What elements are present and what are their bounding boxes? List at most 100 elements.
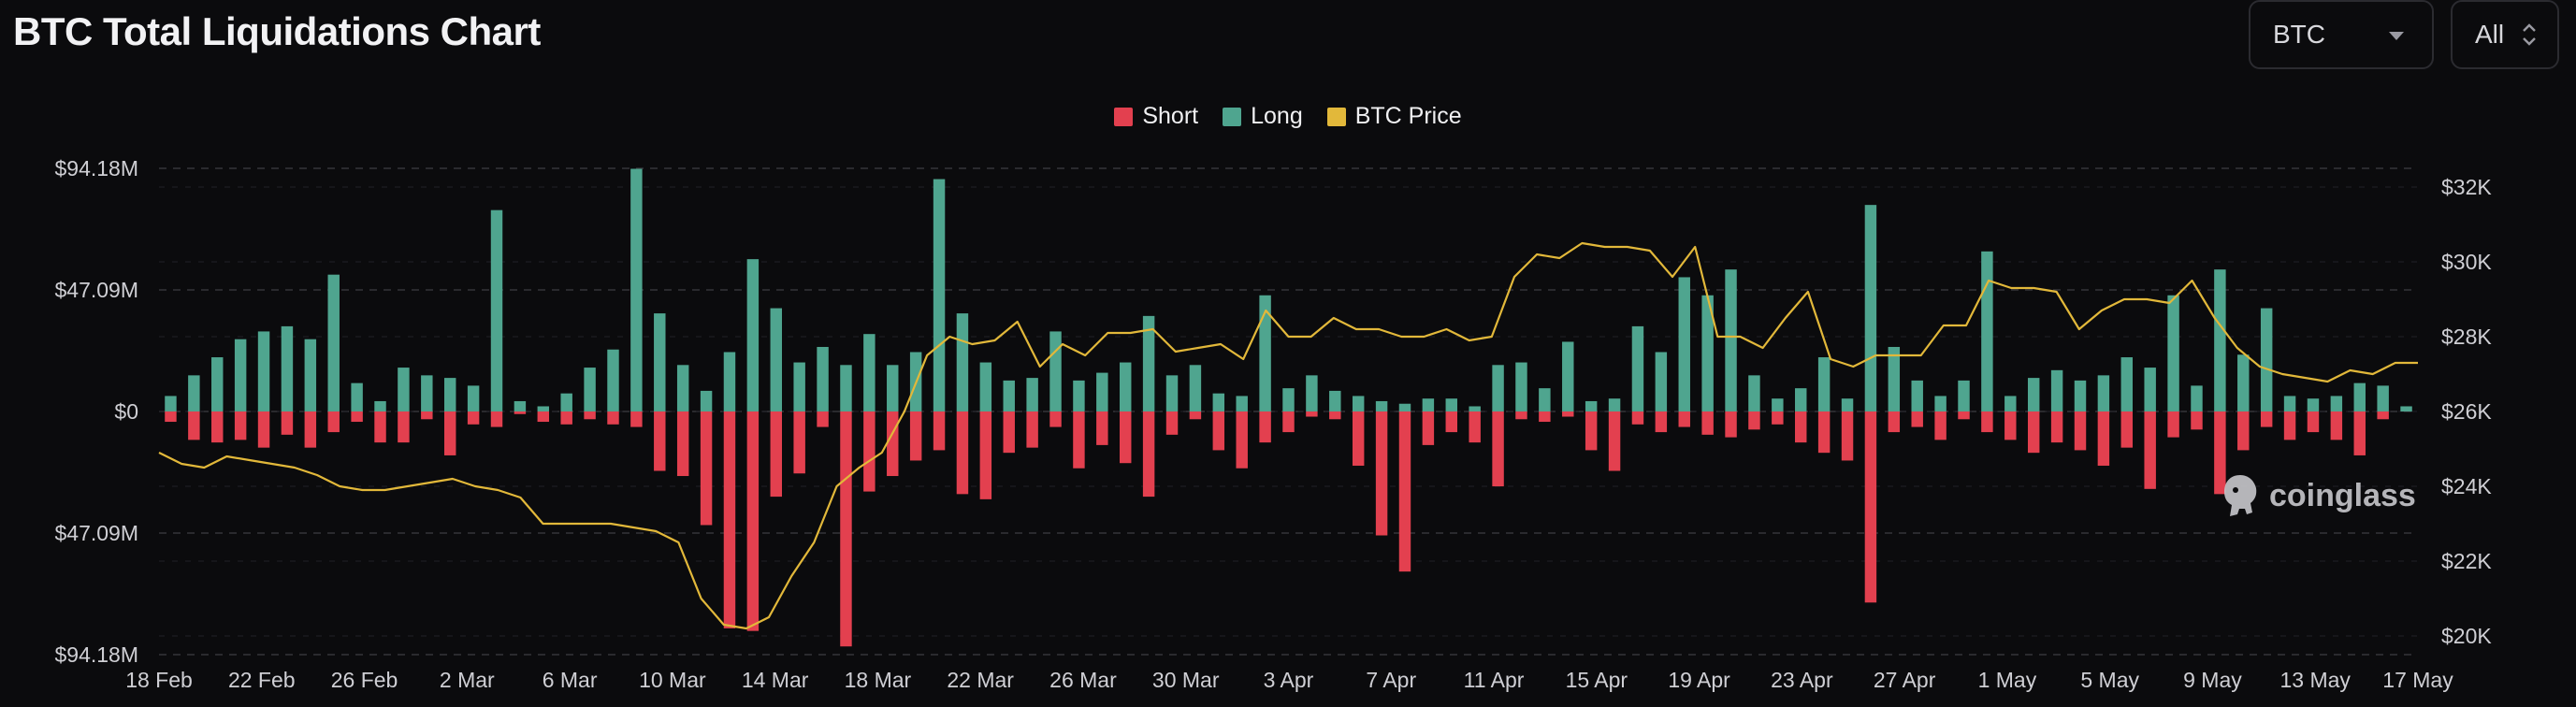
long-bar (1375, 400, 1388, 411)
long-bar (257, 331, 270, 411)
long-bar (490, 209, 503, 411)
long-bar (1725, 269, 1737, 411)
long-bar (1772, 398, 1784, 411)
long-bar (2120, 357, 2134, 411)
long-bar (514, 400, 527, 411)
x-tick-label: 18 Feb (125, 668, 193, 692)
short-bar (956, 411, 969, 495)
x-tick-label: 13 May (2280, 668, 2352, 692)
long-bar (1165, 375, 1179, 411)
legend-price-label: BTC Price (1354, 103, 1462, 129)
legend-btc-price[interactable]: BTC Price (1326, 103, 1462, 130)
range-select[interactable]: All (2451, 0, 2559, 69)
x-tick-label: 9 May (2183, 668, 2242, 692)
long-bar (1911, 380, 1923, 411)
long-bar (584, 368, 596, 411)
long-bar (443, 378, 456, 411)
long-bar (1049, 331, 1062, 411)
long-bar (1678, 277, 1690, 411)
short-bar (1841, 411, 1854, 461)
legend-price-swatch (1326, 107, 1346, 126)
long-bar (1445, 398, 1458, 411)
short-bar (1049, 411, 1062, 427)
legend-short[interactable]: Short (1114, 103, 1198, 130)
short-bar (746, 411, 760, 631)
short-bar (304, 411, 317, 448)
short-bar (2283, 411, 2296, 440)
short-bar (490, 411, 503, 427)
long-bar (1329, 390, 1341, 411)
x-tick-label: 2 Mar (440, 668, 495, 692)
long-bar (1259, 295, 1271, 411)
short-bar (1958, 411, 1970, 420)
long-bar (654, 313, 666, 411)
short-bar (1422, 411, 1435, 445)
long-bar (560, 393, 572, 411)
short-bar (1911, 411, 1923, 427)
long-bar (1585, 400, 1598, 411)
coin-select[interactable]: BTC (2249, 0, 2434, 69)
long-bar (2097, 375, 2110, 411)
long-bar (1817, 357, 1831, 411)
long-bar (165, 396, 177, 411)
short-bar (584, 411, 596, 420)
x-tick-label: 22 Feb (228, 668, 296, 692)
btc-price-line (158, 241, 2418, 630)
short-bar (770, 411, 782, 498)
legend-short-label: Short (1142, 103, 1199, 129)
short-bar (1817, 411, 1831, 454)
long-bar (2214, 269, 2226, 411)
long-bar (2167, 295, 2179, 411)
short-bar (1026, 411, 1038, 448)
short-bar (1934, 411, 1946, 440)
long-bar (933, 179, 946, 411)
long-bar (1934, 396, 1946, 411)
short-bar (817, 411, 829, 427)
short-bar (2144, 411, 2156, 489)
chart-legend: Short Long BTC Price (0, 103, 2576, 130)
y-right-tick-label: $32K (2441, 175, 2492, 199)
long-bar (723, 352, 736, 411)
short-bar (1515, 411, 1527, 420)
long-bar (2074, 380, 2087, 411)
short-bar (2097, 411, 2110, 466)
long-bar (1539, 388, 1551, 411)
short-bar (1469, 411, 1481, 443)
short-bar (933, 411, 946, 451)
short-bar (2050, 411, 2063, 443)
long-bar (537, 406, 550, 411)
long-bar (2377, 385, 2389, 411)
short-bar (607, 411, 619, 425)
long-bar (1026, 378, 1038, 411)
short-bar (2191, 411, 2203, 430)
short-bar (793, 411, 805, 474)
coin-select-value: BTC (2273, 20, 2325, 49)
long-bar (1958, 380, 1970, 411)
short-bar (1445, 411, 1458, 433)
long-bar (1841, 398, 1854, 411)
page-title: BTC Total Liquidations Chart (13, 9, 541, 53)
long-bar (1282, 388, 1295, 411)
long-bar (1352, 396, 1365, 411)
short-bar (1306, 411, 1318, 417)
x-tick-label: 27 Apr (1874, 668, 1936, 692)
short-bar (1352, 411, 1365, 466)
long-bar (607, 349, 619, 411)
y-right-tick-label: $28K (2441, 325, 2492, 349)
legend-long[interactable]: Long (1223, 103, 1303, 130)
short-bar (2074, 411, 2087, 451)
short-bar (1539, 411, 1551, 423)
x-tick-label: 1 May (1978, 668, 2037, 692)
short-bar (1748, 411, 1760, 430)
long-bar (211, 357, 224, 411)
short-bar (2027, 411, 2040, 454)
range-select-value: All (2475, 20, 2505, 49)
long-bar (1562, 341, 1574, 411)
y-right-tick-label: $22K (2441, 549, 2492, 573)
long-bar (2283, 396, 2296, 411)
legend-short-swatch (1114, 107, 1134, 126)
short-bar (1608, 411, 1621, 471)
short-bar (979, 411, 992, 499)
x-tick-label: 10 Mar (639, 668, 706, 692)
